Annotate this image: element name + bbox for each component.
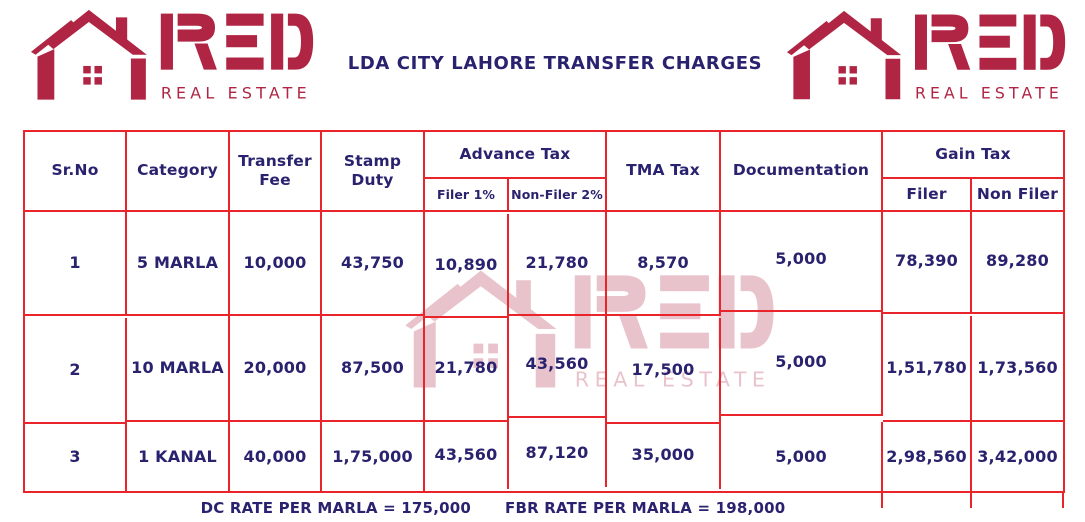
header-cell-advance-nonfiler: Non-Filer 2%	[509, 179, 607, 212]
cell-srno: 2	[25, 318, 127, 424]
header-cell-transfer-fee: Transfer Fee	[230, 132, 322, 212]
cell-category: 1 KANAL	[127, 422, 230, 491]
cell-stamp-duty: 87,500	[322, 316, 425, 422]
grid-line-stub	[881, 492, 883, 508]
cell-stamp-duty: 1,75,000	[322, 422, 425, 491]
cell-advance-nonfiler: 43,560	[509, 312, 607, 418]
cell-gain-filer: 1,51,780	[883, 316, 972, 422]
cell-srno: 3	[25, 422, 127, 491]
cell-documentation: 5,000	[721, 422, 883, 491]
cell-srno: 1	[25, 212, 127, 316]
grid-line-stub	[970, 492, 972, 508]
cell-category: 5 MARLA	[127, 212, 230, 316]
cell-documentation: 5,000	[721, 310, 883, 416]
header-cell-gain-tax: Gain Tax	[883, 132, 1063, 179]
header-cell-gain-nonfiler: Non Filer	[972, 179, 1063, 212]
cell-category: 10 MARLA	[127, 316, 230, 422]
header-cell-gain-filer: Filer	[883, 179, 972, 212]
header-cell-documentation: Documentation	[721, 132, 883, 212]
cell-transfer-fee: 40,000	[230, 422, 322, 491]
cell-gain-nonfiler: 89,280	[972, 210, 1063, 314]
cell-documentation: 5,000	[721, 208, 883, 312]
grid-line-stub	[1062, 492, 1064, 508]
fbr-rate-note: FBR RATE PER MARLA = 198,000	[505, 499, 786, 517]
cell-advance-filer: 21,780	[425, 316, 509, 422]
cell-advance-filer: 10,890	[425, 214, 509, 318]
dc-rate-note: DC RATE PER MARLA = 175,000	[200, 499, 472, 517]
cell-advance-filer: 43,560	[425, 420, 509, 489]
footer-rates: DC RATE PER MARLA = 175,000 FBR RATE PER …	[23, 499, 963, 517]
cell-advance-nonfiler: 21,780	[509, 212, 607, 316]
header-cell-advance-tax: Advance Tax	[425, 132, 607, 179]
header-cell-srno: Sr.No	[25, 132, 127, 212]
cell-gain-nonfiler: 1,73,560	[972, 316, 1063, 422]
cell-tma-tax: 35,000	[607, 420, 721, 489]
cell-gain-filer: 78,390	[883, 210, 972, 314]
cell-advance-nonfiler: 87,120	[509, 418, 607, 487]
cell-gain-filer: 2,98,560	[883, 422, 972, 491]
cell-stamp-duty: 43,750	[322, 212, 425, 316]
header-cell-advance-filer: Filer 1%	[425, 179, 509, 212]
cell-transfer-fee: 10,000	[230, 212, 322, 316]
transfer-charges-table: Sr.No Category Transfer Fee Stamp Duty A…	[23, 130, 1065, 493]
header-cell-tma-tax: TMA Tax	[607, 132, 721, 212]
page-title: LDA CITY LAHORE TRANSFER CHARGES	[347, 53, 763, 74]
cell-gain-nonfiler: 3,42,000	[977, 446, 1058, 466]
cell-tma-tax: 8,570	[607, 212, 721, 316]
cell-transfer-fee: 20,000	[230, 316, 322, 422]
header-cell-stamp-duty: Stamp Duty	[322, 132, 425, 212]
header-cell-category: Category	[127, 132, 230, 212]
cell-tma-tax: 17,500	[607, 318, 721, 424]
